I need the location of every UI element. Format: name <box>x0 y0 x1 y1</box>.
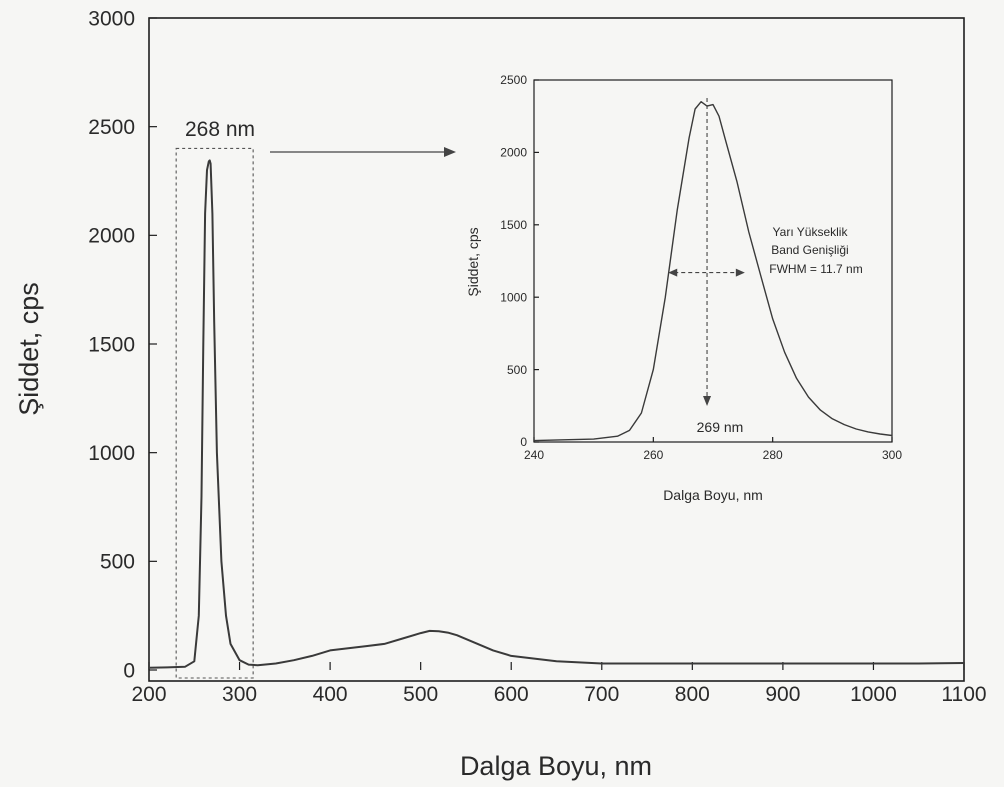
main-y-tick-label: 1000 <box>88 442 135 465</box>
inset-x-tick-label: 240 <box>524 448 544 462</box>
main-x-tick-label: 300 <box>222 683 257 706</box>
main-x-tick-label: 700 <box>584 683 619 706</box>
main-plot-frame <box>148 17 965 682</box>
inset-y-tick-label: 2000 <box>500 146 527 160</box>
inset-peak-label: 269 nm <box>697 419 744 435</box>
peak-highlight-box <box>175 147 254 679</box>
inset-x-ticks: 240 260 280 300 <box>524 437 902 462</box>
inset-x-axis-label: Dalga Boyu, nm <box>663 487 763 503</box>
main-x-tick-label: 200 <box>131 683 166 706</box>
main-spectrum-line <box>148 159 965 669</box>
main-x-tick-label: 900 <box>765 683 800 706</box>
inset-plot-frame <box>533 79 893 443</box>
inset-x-tick-label: 280 <box>763 448 783 462</box>
main-y-tick-label: 500 <box>100 551 135 574</box>
inset-y-tick-label: 1500 <box>500 218 527 232</box>
main-x-ticks: 200 300 400 500 600 700 800 900 1000 1100 <box>131 662 987 706</box>
inset-y-tick-label: 500 <box>507 363 527 377</box>
main-x-tick-label: 600 <box>494 683 529 706</box>
fwhm-label-line3: FWHM = 11.7 nm <box>769 262 862 276</box>
inset-spectrum-line <box>533 101 893 442</box>
main-x-tick-label: 1000 <box>850 683 897 706</box>
peak-marker-arrowhead <box>703 396 712 406</box>
main-y-ticks: 0 500 1000 1500 2000 2500 3000 <box>88 7 157 682</box>
main-x-axis-label: Dalga Boyu, nm <box>460 751 652 781</box>
main-x-tick-label: 500 <box>403 683 438 706</box>
inset-y-tick-label: 0 <box>520 435 527 449</box>
inset-y-tick-label: 1000 <box>500 290 527 304</box>
main-x-tick-label: 400 <box>313 683 348 706</box>
fwhm-arrowhead-right <box>735 268 745 277</box>
inset-chart: 0 500 1000 1500 2000 2500 240 260 280 300 Yarı Y… <box>465 73 902 503</box>
fwhm-arrowhead-left <box>668 268 678 277</box>
inset-y-ticks: 0 500 1000 1500 2000 2500 <box>500 73 539 449</box>
main-y-tick-label: 3000 <box>88 7 135 30</box>
main-y-axis-label: Şiddet, cps <box>14 282 44 416</box>
main-y-tick-label: 2000 <box>88 225 135 248</box>
main-x-tick-label: 1100 <box>941 683 986 706</box>
fwhm-label-line2: Band Genişliği <box>771 243 848 257</box>
fwhm-label-line1: Yarı Yükseklik <box>773 225 849 239</box>
main-peak-label: 268 nm <box>185 118 255 141</box>
inset-y-axis-label: Şiddet, cps <box>465 227 481 296</box>
inset-y-tick-label: 2500 <box>500 73 527 87</box>
main-y-tick-label: 1500 <box>88 333 135 356</box>
main-y-tick-label: 2500 <box>88 116 135 139</box>
inset-pointer-arrowhead <box>444 147 456 157</box>
main-y-tick-label: 0 <box>123 659 135 682</box>
main-x-tick-label: 800 <box>675 683 710 706</box>
inset-x-tick-label: 260 <box>643 448 663 462</box>
inset-x-tick-label: 300 <box>882 448 902 462</box>
